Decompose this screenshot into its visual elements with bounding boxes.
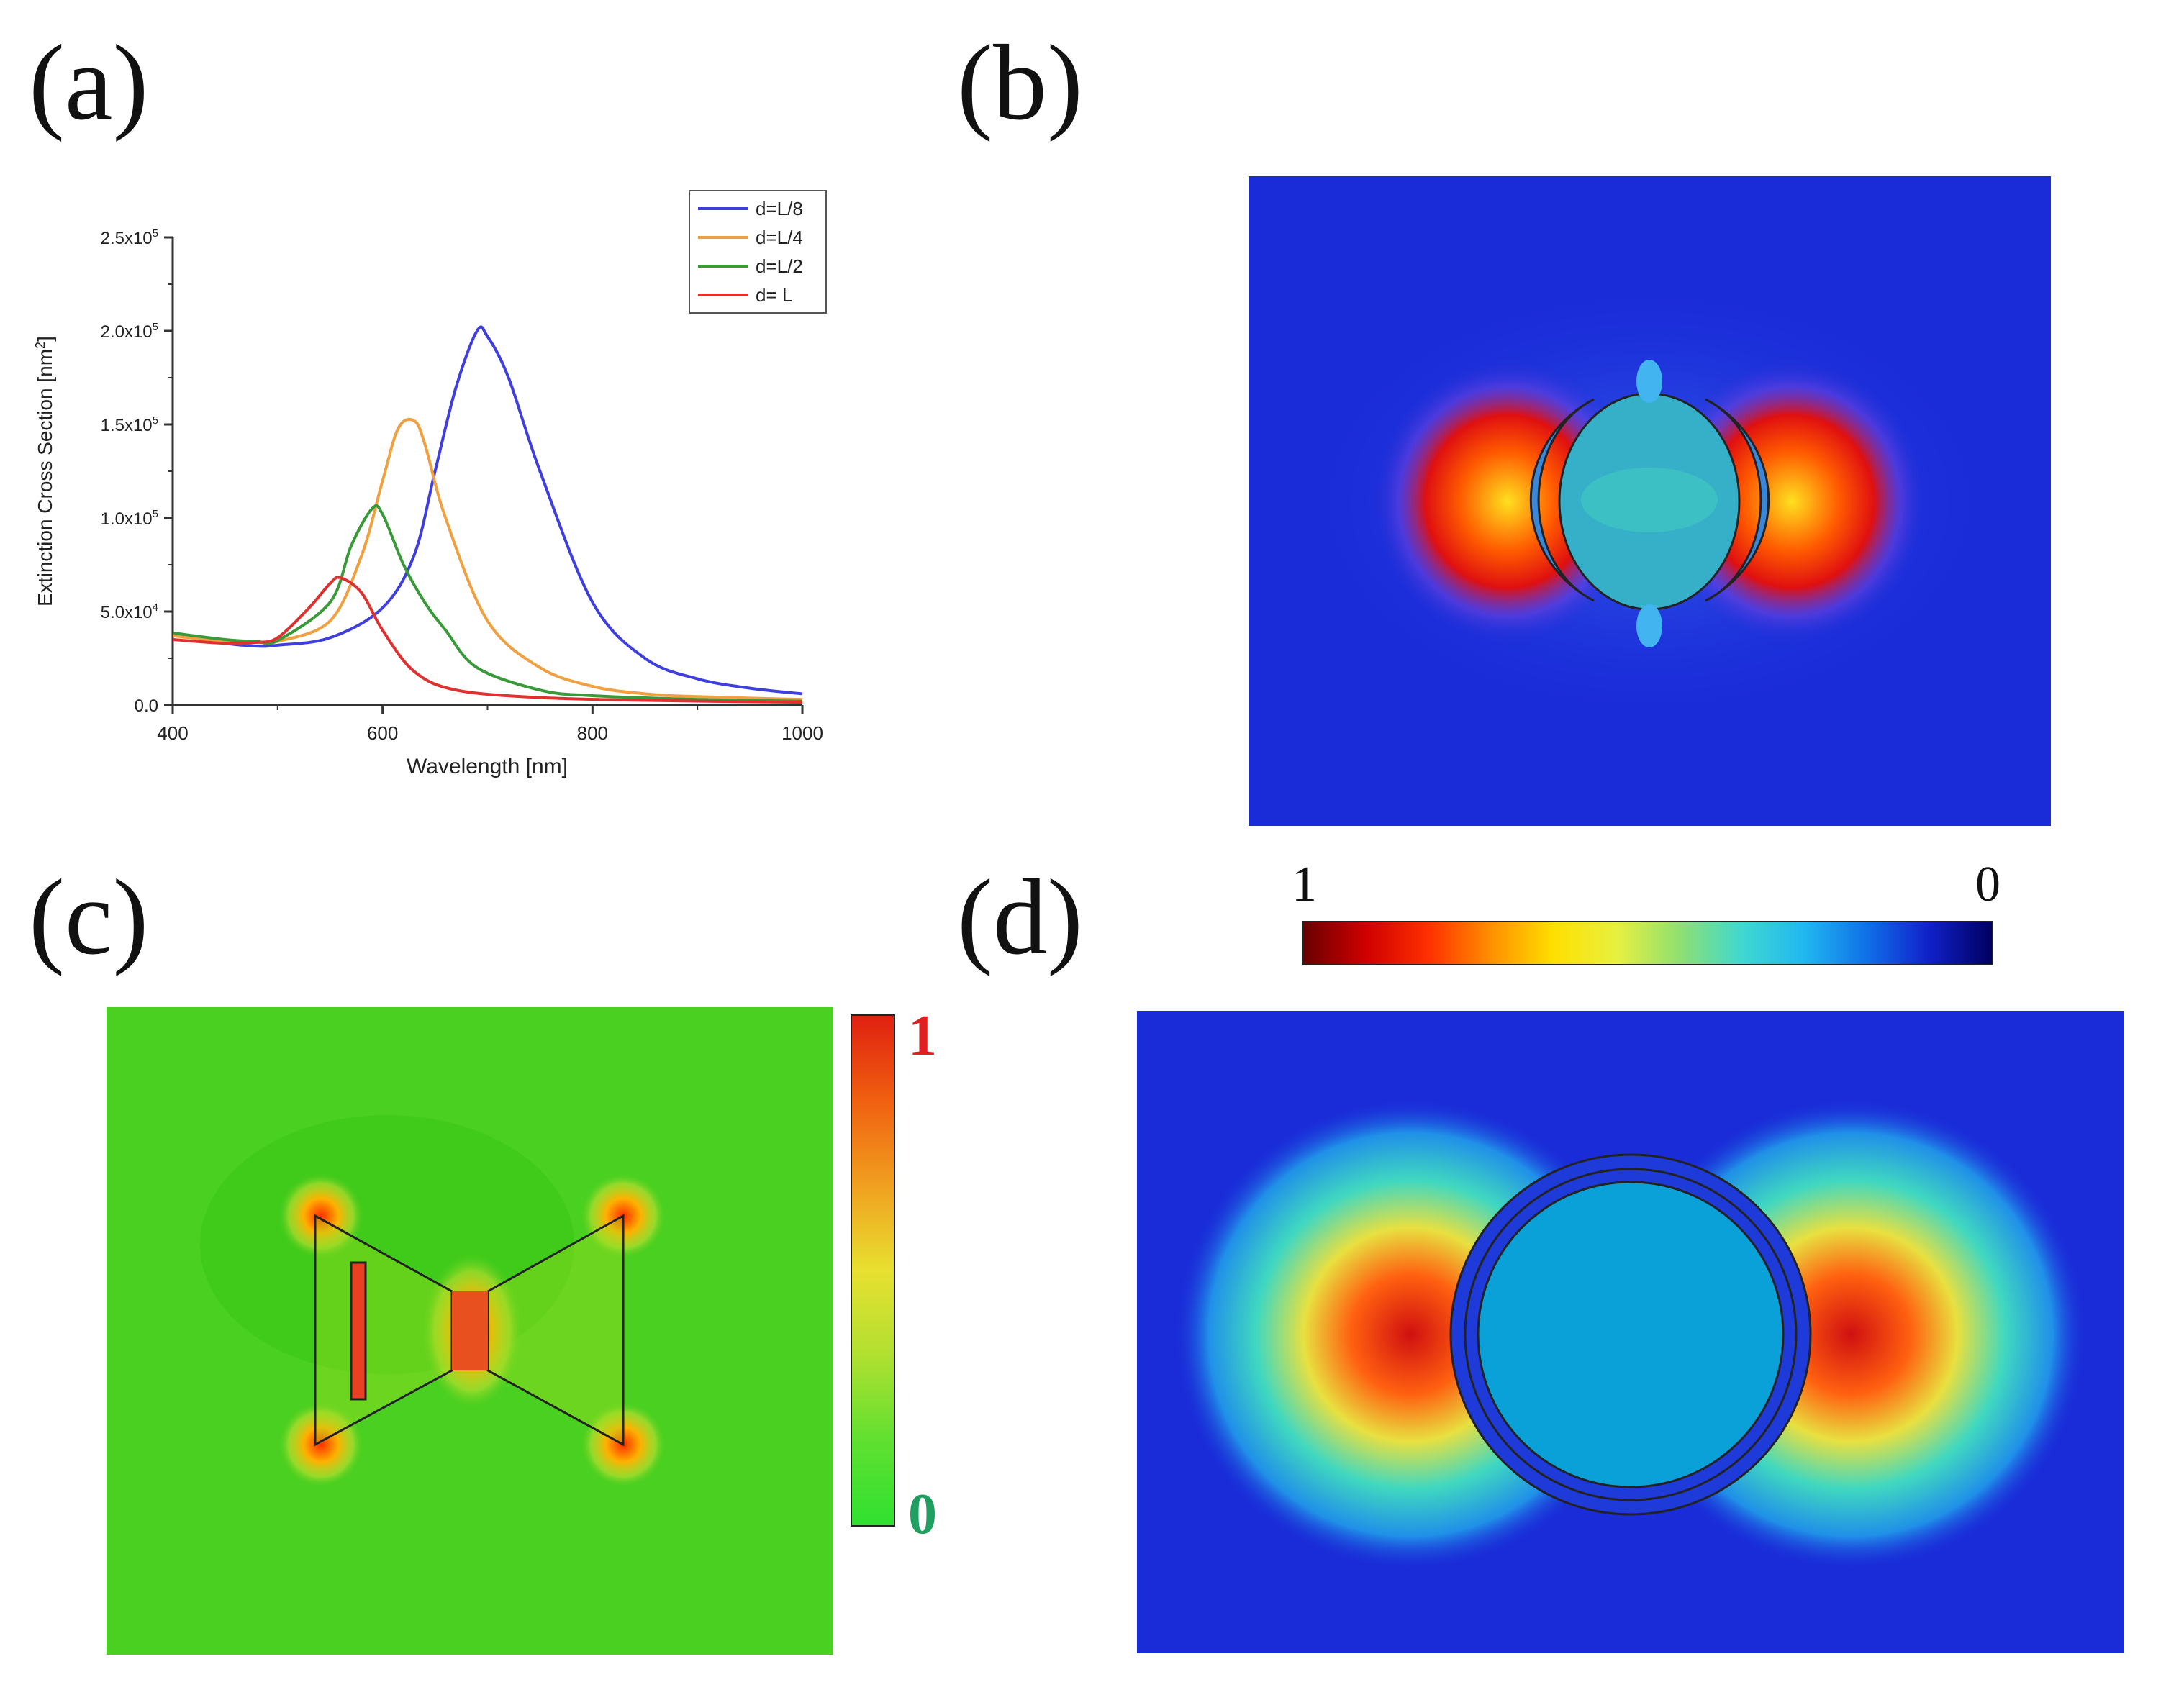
y-tick-label: 0.0 xyxy=(135,696,158,716)
y-tick-label: 1.0x105 xyxy=(101,508,158,529)
y-tick-label: 5.0x104 xyxy=(101,601,158,622)
y-axis-label: Extinction Cross Section [nm2] xyxy=(33,336,56,606)
colorbar-c-min-label: 0 xyxy=(908,1483,937,1546)
gap-region xyxy=(452,1291,488,1370)
legend-box xyxy=(689,190,827,314)
colorbar-max-label: 1 xyxy=(1292,857,1317,912)
colorbar-c xyxy=(851,1014,895,1527)
legend-label: d= L xyxy=(756,284,792,306)
right-crescent xyxy=(1705,398,1770,602)
legend: d=L/8 d=L/4 d=L/2 d= L xyxy=(689,190,827,314)
y-tick-label: 2.5x105 xyxy=(101,227,158,248)
series-line-4 xyxy=(172,576,803,704)
x-tick-label: 600 xyxy=(367,722,398,744)
legend-label: d=L/4 xyxy=(756,227,803,248)
core-sphere xyxy=(1477,1181,1785,1488)
bottom-lobe xyxy=(1636,604,1662,647)
x-axis-label: Wavelength [nm] xyxy=(407,755,568,778)
hotspot-right xyxy=(1655,358,1929,645)
colorbar-gradient xyxy=(1302,921,1993,965)
colorbar-c-max-label: 1 xyxy=(908,1004,937,1068)
legend-label: d=L/2 xyxy=(756,255,803,277)
y-tick-label: 1.5x105 xyxy=(101,414,158,435)
sphere-core xyxy=(1581,468,1718,532)
x-tick-label: 1000 xyxy=(781,722,823,744)
extinction-chart: 400 600 800 1000 0.0 5.0x104 1.0x105 1.5x105 2.… xyxy=(33,190,827,778)
y-tick-label: 2.0x105 xyxy=(101,321,158,342)
top-lobe xyxy=(1636,360,1662,403)
plot-area: 400 600 800 1000 0.0 5.0x104 1.0x105 1.5x105 2.… xyxy=(101,227,823,744)
field-map-d xyxy=(1137,1011,2124,1653)
field-map-b xyxy=(1249,176,2051,826)
slot-aperture xyxy=(350,1261,367,1401)
panel-label-c: (c) xyxy=(29,858,149,977)
series-line-2 xyxy=(172,417,803,701)
hotspot-tl xyxy=(278,1173,364,1259)
hotspot-left xyxy=(1371,358,1644,645)
x-tick-label: 400 xyxy=(157,722,188,744)
field-map-c xyxy=(107,1007,833,1655)
panel-label-b: (b) xyxy=(957,23,1083,142)
series-line-1 xyxy=(172,325,803,696)
hotspot-bl xyxy=(278,1401,364,1488)
x-tick-label: 800 xyxy=(577,722,608,744)
legend-label: d=L/8 xyxy=(756,198,803,219)
panel-label-a: (a) xyxy=(29,23,149,142)
panel-label-d: (d) xyxy=(957,858,1083,977)
left-crescent xyxy=(1529,398,1595,602)
colorbar-bd xyxy=(1302,921,1993,965)
colorbar-min-label: 0 xyxy=(1975,857,2001,912)
series-line-3 xyxy=(172,504,803,703)
